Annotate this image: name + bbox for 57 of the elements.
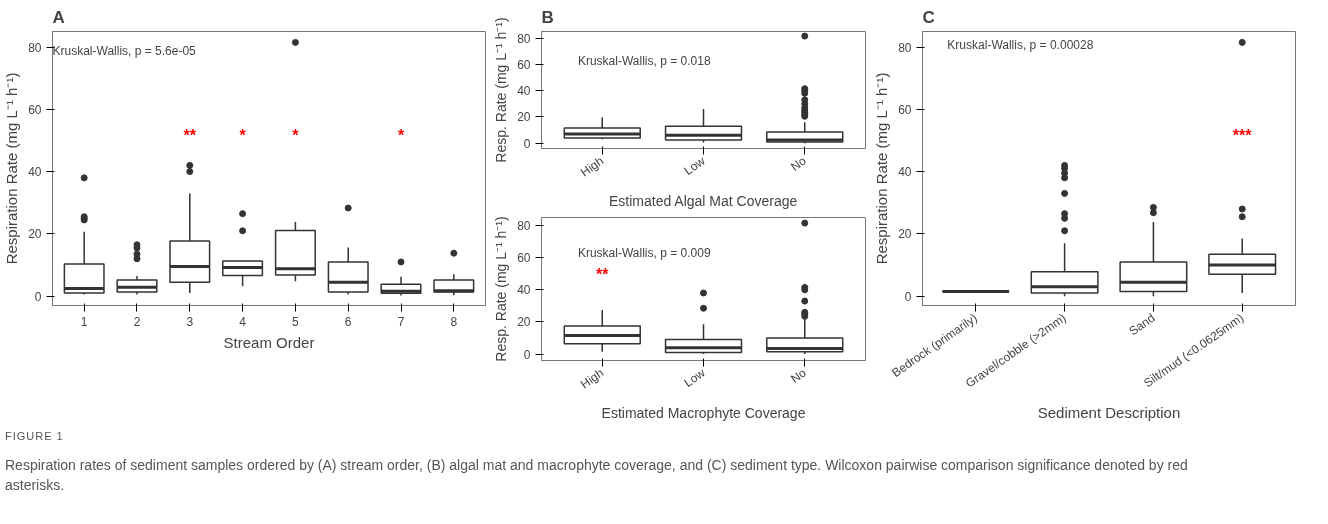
y-axis-title: Resp. Rate (mg L⁻¹ h⁻¹) xyxy=(493,17,510,163)
y-tick-label: 0 xyxy=(523,347,531,362)
x-tick-label: 7 xyxy=(397,314,405,329)
y-tick-label: 80 xyxy=(898,40,912,55)
annotation: ** xyxy=(183,127,197,145)
y-tick-label: 60 xyxy=(28,102,42,117)
x-tick-label: 1 xyxy=(80,314,88,329)
annotation: * xyxy=(239,127,247,145)
y-tick-label: 80 xyxy=(517,219,531,234)
y-tick-label: 40 xyxy=(898,165,912,180)
y-axis-title: Respiration Rate (mg L⁻¹ h⁻¹) xyxy=(3,72,21,265)
x-axis-title: Estimated Algal Mat Coverage xyxy=(608,193,798,210)
caption: FIGURE 1 xyxy=(5,429,64,444)
y-tick-label: 0 xyxy=(523,136,531,151)
x-tick-label: Low xyxy=(681,365,708,390)
chart-title: B xyxy=(541,7,554,27)
x-axis-title: Estimated Macrophyte Coverage xyxy=(601,405,806,422)
x-tick-label: High xyxy=(578,153,607,180)
y-axis-title: Resp. Rate (mg L⁻¹ h⁻¹) xyxy=(493,216,510,362)
chart-title: C xyxy=(922,7,935,27)
x-tick-label: No xyxy=(788,365,810,387)
x-axis-title: Sediment Description xyxy=(1037,404,1181,422)
y-tick-label: 20 xyxy=(517,315,531,330)
annotation: ** xyxy=(596,266,610,284)
chart-title: A xyxy=(52,7,65,27)
annotation: Kruskal-Wallis, p = 0.009 xyxy=(577,246,711,261)
y-tick-label: 60 xyxy=(898,102,912,117)
x-axis-title: Stream Order xyxy=(223,333,315,351)
annotation: * xyxy=(292,127,300,145)
y-tick-label: 40 xyxy=(517,283,531,298)
x-tick-label: 2 xyxy=(133,314,141,329)
y-tick-label: 80 xyxy=(517,31,531,46)
annotation: Kruskal-Wallis, p = 0.00028 xyxy=(947,38,1094,53)
y-tick-label: 20 xyxy=(517,110,531,125)
x-tick-label: 8 xyxy=(450,314,458,329)
annotation: Kruskal-Wallis, p = 5.6e-05 xyxy=(52,43,197,58)
y-tick-label: 0 xyxy=(34,289,42,304)
y-tick-label: 60 xyxy=(517,57,531,72)
text: Respiration rates of sediment samples ordered by (A) stream order, (B) algal mat and macrophyte coverage, and (C) sediment type. Wilcoxon pairwise comparison significance denoted by red asterisks. xyxy=(5,455,1189,495)
y-tick-label: 40 xyxy=(28,165,42,180)
y-tick-label: 20 xyxy=(28,227,42,242)
x-tick-label: Low xyxy=(681,153,708,178)
x-tick-label: 5 xyxy=(292,314,300,329)
x-tick-label: 3 xyxy=(186,314,194,329)
annotation: * xyxy=(397,127,405,145)
y-tick-label: 40 xyxy=(517,84,531,99)
y-tick-label: 80 xyxy=(28,40,42,55)
x-tick-label: No xyxy=(788,153,810,175)
annotation: *** xyxy=(1232,127,1253,145)
y-tick-label: 60 xyxy=(517,251,531,266)
x-tick-label: 6 xyxy=(344,314,352,329)
x-tick-label: High xyxy=(578,365,607,392)
annotation: Kruskal-Wallis, p = 0.018 xyxy=(577,53,711,68)
y-tick-label: 20 xyxy=(898,227,912,242)
y-tick-label: 0 xyxy=(904,289,912,304)
y-axis-title: Respiration Rate (mg L⁻¹ h⁻¹) xyxy=(873,72,891,265)
x-tick-label: 4 xyxy=(239,314,247,329)
